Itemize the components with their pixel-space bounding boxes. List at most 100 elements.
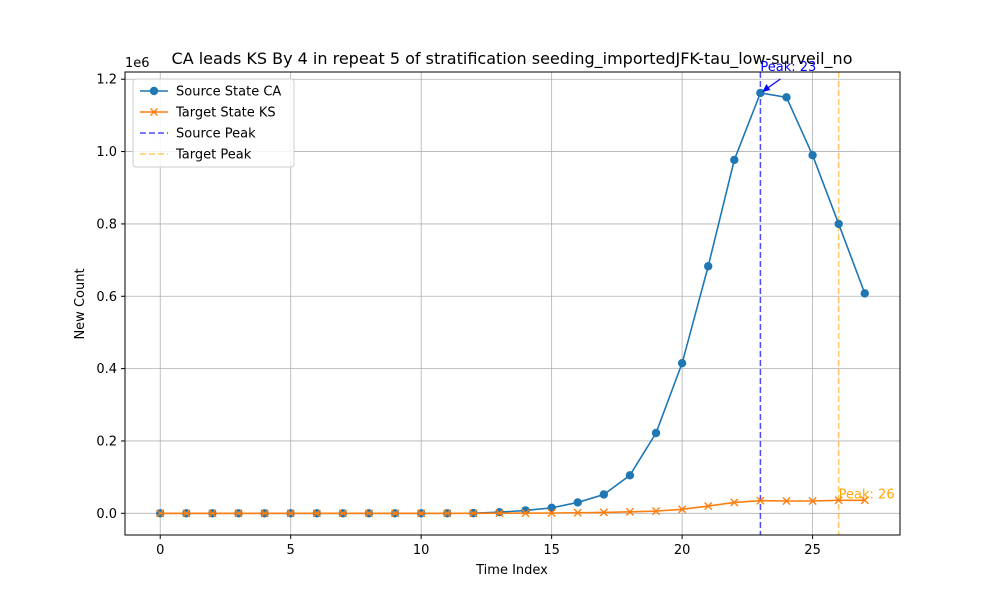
- x-tick-label: 25: [804, 543, 821, 558]
- series-line-1: [160, 499, 865, 515]
- data-point: [495, 508, 504, 517]
- data-point: [390, 509, 400, 518]
- y-tick-label: 0.6: [96, 290, 117, 305]
- data-point: [651, 507, 661, 516]
- y-tick-label: 1.2: [96, 73, 117, 88]
- data-point: [234, 509, 243, 518]
- y-axis-offset-label: 1e6: [125, 56, 150, 71]
- data-point: [756, 496, 765, 505]
- data-point-stroke: [730, 498, 739, 507]
- data-point-stroke: [390, 509, 400, 518]
- y-tick-label: 1.0: [96, 145, 117, 160]
- data-point: [312, 509, 321, 518]
- legend-entry-label: Source Peak: [176, 127, 256, 142]
- data-point: [860, 289, 869, 298]
- data-point-stroke: [625, 507, 635, 516]
- legend: Source State CA Target State KS Source Pea…: [132, 78, 295, 168]
- data-point: [286, 509, 295, 518]
- x-axis-label: Time Index: [475, 563, 548, 578]
- data-point: [704, 501, 713, 511]
- legend-entry-label: Target Peak: [175, 148, 252, 163]
- data-point: [573, 508, 582, 517]
- data-point-stroke: [417, 509, 426, 518]
- data-point: [338, 509, 347, 518]
- data-point: [808, 150, 817, 160]
- data-point-stroke: [651, 507, 661, 516]
- data-point-stroke: [599, 508, 608, 517]
- y-tick-label: 0.2: [96, 434, 117, 449]
- data-point-stroke: [364, 509, 374, 518]
- data-point-stroke: [182, 509, 191, 518]
- data-point: [547, 508, 556, 518]
- legend-entry-label: Target State KS: [175, 106, 276, 121]
- data-point-stroke: [860, 496, 869, 505]
- legend-marker: [150, 108, 158, 116]
- y-tick-label: 0.4: [96, 362, 117, 377]
- data-point-stroke: [286, 509, 295, 518]
- data-point: [625, 507, 635, 516]
- data-point-stroke: [469, 509, 478, 518]
- x-tick-label: 10: [413, 543, 430, 558]
- data-point-stroke: [808, 496, 817, 506]
- data-point: [469, 509, 478, 518]
- data-point: [678, 505, 687, 514]
- legend-box: [132, 78, 295, 168]
- data-point-stroke: [573, 508, 582, 517]
- data-point: [756, 88, 765, 98]
- data-point: [860, 496, 869, 505]
- x-tick-label: 5: [287, 543, 295, 558]
- data-point-stroke: [443, 509, 452, 518]
- data-point-stroke: [521, 509, 530, 518]
- x-tick-label: 0: [156, 543, 164, 558]
- data-point-stroke: [678, 505, 687, 514]
- data-point-stroke: [782, 496, 791, 506]
- y-tick-label: 0.8: [96, 217, 117, 232]
- data-point: [834, 496, 843, 505]
- y-tick-label: 0.0: [96, 507, 117, 522]
- data-point: [364, 509, 374, 518]
- x-tick-label: 15: [543, 543, 560, 558]
- data-point: [182, 509, 191, 518]
- data-point-stroke: [547, 508, 556, 518]
- data-point: [782, 93, 791, 102]
- data-point: [704, 262, 713, 271]
- data-point: [599, 490, 609, 499]
- data-point: [208, 509, 217, 518]
- data-point: [417, 509, 426, 518]
- data-point: [156, 509, 165, 518]
- data-point: [495, 509, 504, 518]
- data-point: [834, 219, 843, 229]
- data-point: [730, 155, 739, 165]
- chart-title: CA leads KS By 4 in repeat 5 of stratifi…: [172, 49, 853, 69]
- data-point-stroke: [208, 509, 217, 518]
- data-point: [782, 496, 791, 506]
- data-point-stroke: [756, 496, 765, 505]
- legend-marker: [149, 86, 159, 96]
- annotation-arrowhead: [762, 83, 771, 92]
- data-point: [808, 496, 817, 506]
- data-point: [521, 509, 530, 518]
- data-point-stroke: [704, 501, 713, 511]
- data-point: [573, 498, 582, 507]
- data-point-stroke: [834, 496, 843, 505]
- data-point: [599, 508, 608, 517]
- x-tick-label: 20: [674, 543, 691, 558]
- data-point: [677, 358, 687, 368]
- data-point-stroke: [495, 509, 504, 518]
- data-point: [651, 428, 661, 438]
- data-point-stroke: [312, 509, 321, 518]
- annotation-target-peak: Peak: 26: [839, 487, 895, 502]
- data-point: [260, 509, 269, 518]
- data-point-stroke: [338, 509, 347, 518]
- y-axis-label: New Count: [73, 268, 88, 339]
- data-point-stroke: [156, 509, 165, 518]
- data-point: [443, 509, 452, 518]
- legend-entry-label: Source State CA: [176, 85, 281, 100]
- data-point-stroke: [260, 509, 269, 518]
- data-point: [730, 498, 739, 507]
- axes-frame: [124, 71, 901, 536]
- data-point: [625, 471, 635, 480]
- data-point-stroke: [234, 509, 243, 518]
